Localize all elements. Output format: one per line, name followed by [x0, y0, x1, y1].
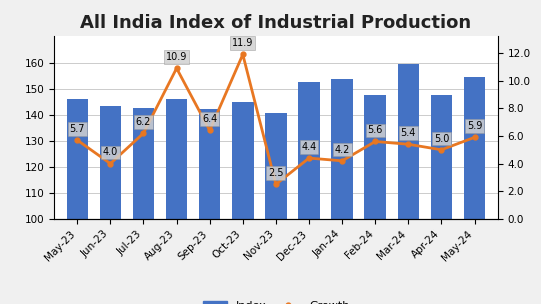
Text: 4.0: 4.0 [103, 147, 118, 157]
Text: 5.0: 5.0 [434, 133, 449, 143]
Text: 10.9: 10.9 [166, 52, 187, 62]
Text: 5.6: 5.6 [367, 125, 383, 135]
Text: 6.4: 6.4 [202, 114, 217, 124]
Bar [464, 77, 485, 304]
Bar [232, 102, 254, 304]
Legend: Index, Growth: Index, Growth [198, 297, 354, 304]
Text: 4.4: 4.4 [301, 142, 316, 152]
Text: 5.9: 5.9 [467, 121, 482, 131]
Text: 2.5: 2.5 [268, 168, 283, 178]
Bar [166, 99, 187, 304]
Text: 4.2: 4.2 [334, 145, 350, 155]
Text: 5.4: 5.4 [401, 128, 416, 138]
Bar [265, 113, 287, 304]
Bar [133, 108, 154, 304]
Bar [365, 95, 386, 304]
Bar [67, 99, 88, 304]
Bar [431, 95, 452, 304]
Bar [398, 64, 419, 304]
Bar [298, 82, 320, 304]
Bar [199, 109, 221, 304]
Text: 6.2: 6.2 [136, 117, 151, 127]
Text: 11.9: 11.9 [232, 38, 254, 48]
Title: All India Index of Industrial Production: All India Index of Industrial Production [81, 14, 471, 32]
Text: 5.7: 5.7 [70, 124, 85, 134]
Bar [100, 105, 121, 304]
Bar [332, 79, 353, 304]
